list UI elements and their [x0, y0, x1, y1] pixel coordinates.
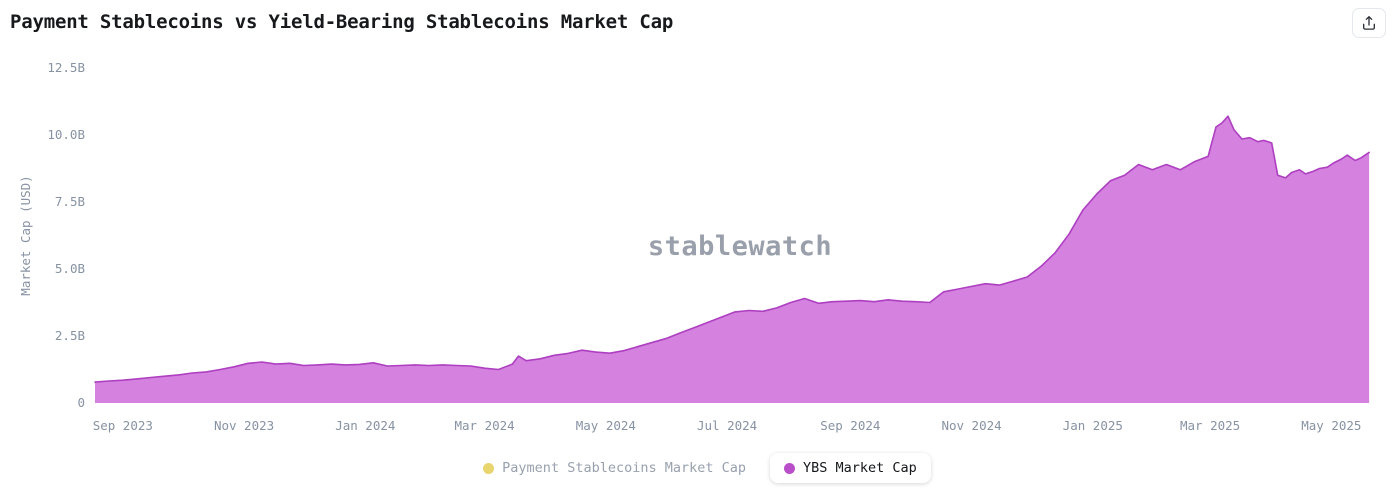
svg-text:5.0B: 5.0B: [55, 261, 85, 276]
svg-text:Sep 2024: Sep 2024: [820, 418, 880, 433]
page-title: Payment Stablecoins vs Yield-Bearing Sta…: [10, 11, 674, 33]
svg-text:12.5B: 12.5B: [47, 60, 85, 75]
svg-text:Jul 2024: Jul 2024: [697, 418, 757, 433]
payment-stablecoins-dot-icon: [483, 462, 495, 474]
svg-text:10.0B: 10.0B: [47, 127, 85, 142]
legend-label: YBS Market Cap: [803, 460, 917, 476]
svg-text:Jan 2024: Jan 2024: [335, 418, 395, 433]
chart-area: 0 2.5B 5.0B 7.5B 10.0B 12.5B Sep 2023 Nov 2023 J…: [0, 45, 1400, 445]
svg-text:Mar 2024: Mar 2024: [454, 418, 514, 433]
chart-plot-area[interactable]: 0 2.5B 5.0B 7.5B 10.0B 12.5B Sep 2023 Nov 2023 J…: [0, 45, 1400, 445]
svg-text:May 2025: May 2025: [1301, 418, 1361, 433]
svg-text:Sep 2023: Sep 2023: [93, 418, 153, 433]
legend-label: Payment Stablecoins Market Cap: [502, 460, 747, 476]
svg-text:Mar 2025: Mar 2025: [1180, 418, 1240, 433]
share-icon: [1361, 15, 1377, 31]
svg-text:May 2024: May 2024: [576, 418, 636, 433]
svg-text:Nov 2023: Nov 2023: [214, 418, 274, 433]
share-button[interactable]: [1352, 8, 1386, 38]
svg-text:7.5B: 7.5B: [55, 194, 85, 209]
chart-legend: Payment Stablecoins Market Cap YBS Marke…: [0, 445, 1400, 491]
ybs-dot-icon: [784, 462, 796, 474]
legend-item-payment-stablecoins[interactable]: Payment Stablecoins Market Cap: [469, 453, 760, 483]
svg-text:Jan 2025: Jan 2025: [1063, 418, 1123, 433]
svg-text:2.5B: 2.5B: [55, 328, 85, 343]
svg-text:0: 0: [77, 395, 85, 410]
svg-text:Market Cap (USD): Market Cap (USD): [18, 175, 33, 295]
chart-header: Payment Stablecoins vs Yield-Bearing Sta…: [0, 0, 1400, 45]
legend-item-ybs[interactable]: YBS Market Cap: [770, 453, 931, 483]
svg-text:Nov 2024: Nov 2024: [941, 418, 1001, 433]
